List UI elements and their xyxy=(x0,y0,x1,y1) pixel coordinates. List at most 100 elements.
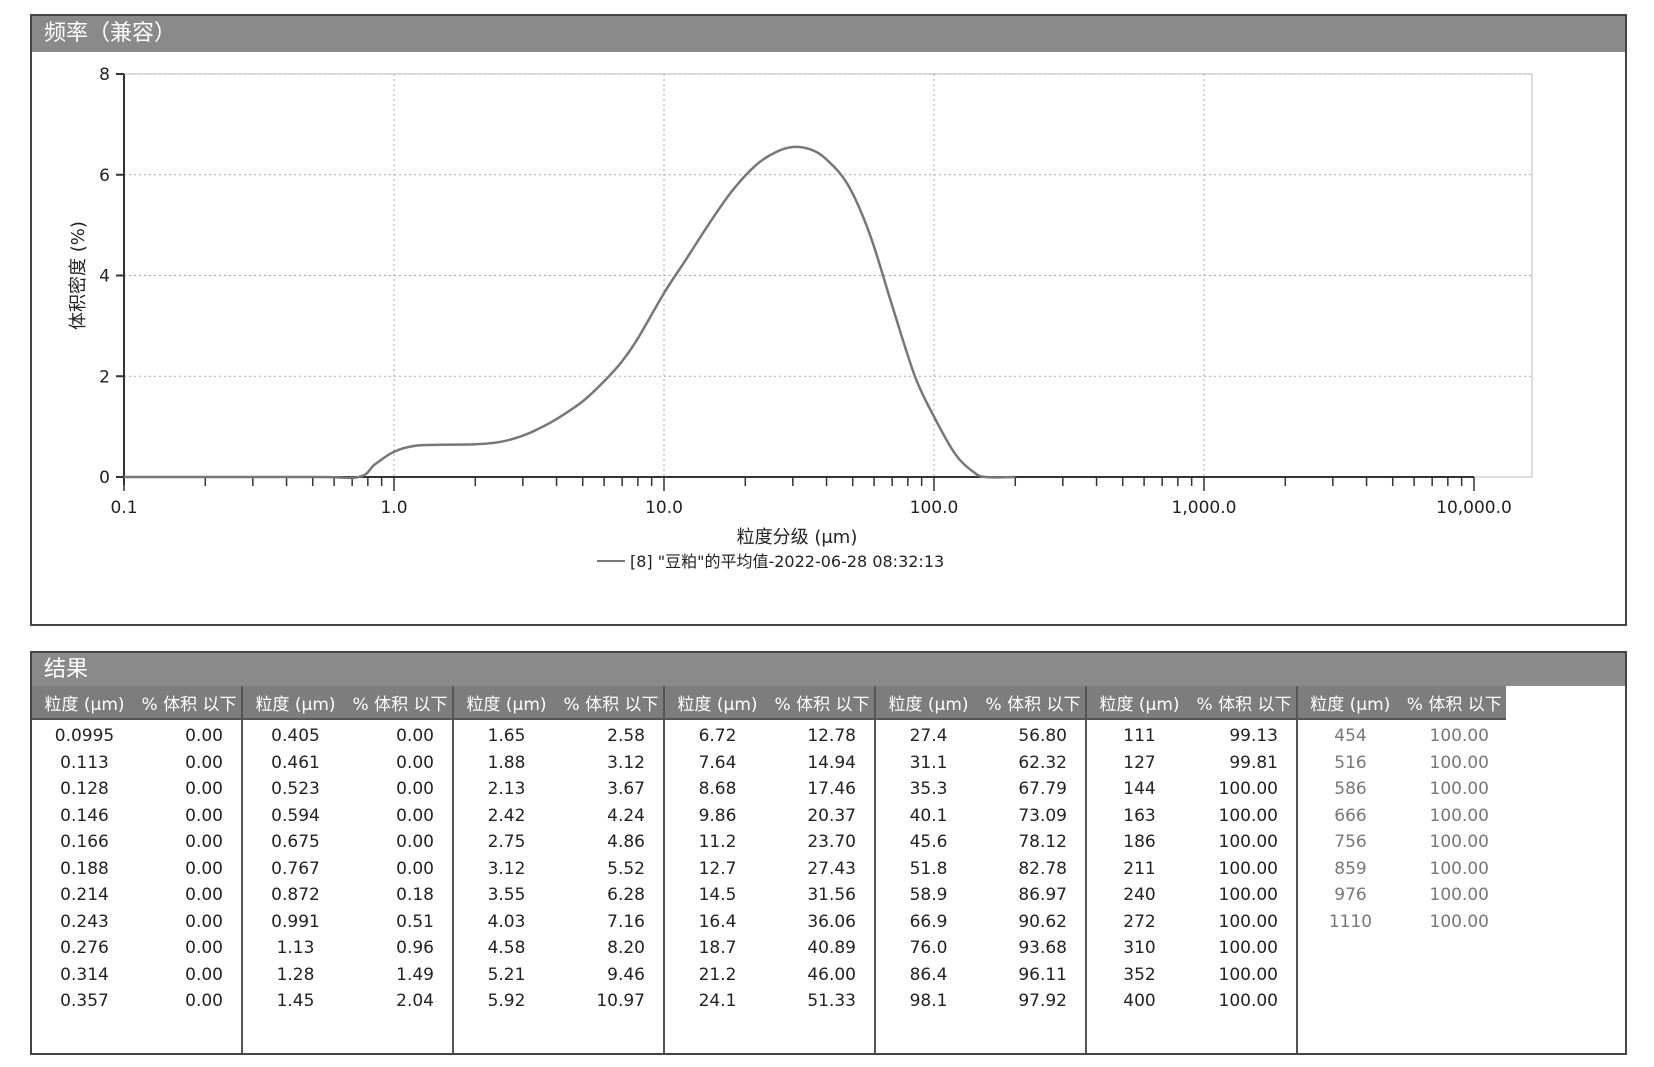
header-size: 粒度 (μm) xyxy=(888,694,969,715)
results-column-header: 粒度 (μm) % 体积 以下 xyxy=(243,686,452,720)
header-size: 粒度 (μm) xyxy=(677,694,758,715)
size-cell: 0.166 xyxy=(60,832,109,853)
table-row: 310 100.00 xyxy=(1087,935,1296,962)
size-cell: 0.872 xyxy=(271,885,320,906)
volume-below-cell: 100.00 xyxy=(1429,805,1489,826)
results-column: 粒度 (μm) % 体积 以下 27.4 56.80 31.1 62.32 35.3 67.7… xyxy=(876,686,1087,1053)
table-row: 0.991 0.51 xyxy=(243,909,452,936)
results-column-header: 粒度 (μm) % 体积 以下 xyxy=(1298,686,1506,720)
volume-below-cell: 73.09 xyxy=(1018,805,1067,826)
size-cell: 14.5 xyxy=(698,885,737,906)
volume-below-cell: 23.70 xyxy=(807,832,856,853)
table-row: 352 100.00 xyxy=(1087,962,1296,989)
volume-below-cell: 2.58 xyxy=(607,726,645,747)
table-row: 666 100.00 xyxy=(1298,803,1506,830)
volume-below-cell: 86.97 xyxy=(1018,885,1067,906)
table-row: 516 100.00 xyxy=(1298,750,1506,777)
volume-below-cell: 0.00 xyxy=(185,726,223,747)
size-cell: 0.0995 xyxy=(54,726,115,747)
table-row: 0.113 0.00 xyxy=(32,750,241,777)
size-cell: 0.188 xyxy=(60,858,109,879)
size-cell: 310 xyxy=(1123,938,1156,959)
volume-below-cell: 0.96 xyxy=(396,938,434,959)
size-cell: 24.1 xyxy=(698,991,737,1012)
table-row: 98.1 97.92 xyxy=(876,988,1085,1015)
table-row: 0.128 0.00 xyxy=(32,776,241,803)
table-row: 40.1 73.09 xyxy=(876,803,1085,830)
volume-below-cell: 14.94 xyxy=(807,752,856,773)
size-cell: 18.7 xyxy=(698,938,737,959)
volume-below-cell: 1.49 xyxy=(396,964,434,985)
volume-below-cell: 31.56 xyxy=(807,885,856,906)
table-row: 0.146 0.00 xyxy=(32,803,241,830)
table-row: 0.594 0.00 xyxy=(243,803,452,830)
table-row: 1.88 3.12 xyxy=(454,750,663,777)
size-cell: 186 xyxy=(1123,832,1156,853)
volume-below-cell: 20.37 xyxy=(807,805,856,826)
size-cell: 859 xyxy=(1334,858,1367,879)
size-cell: 1110 xyxy=(1328,911,1373,932)
volume-below-cell: 100.00 xyxy=(1429,726,1489,747)
size-cell: 27.4 xyxy=(909,726,948,747)
results-column-header: 粒度 (μm) % 体积 以下 xyxy=(32,686,241,720)
volume-below-cell: 10.97 xyxy=(596,991,645,1012)
table-row: 163 100.00 xyxy=(1087,803,1296,830)
table-row: 27.4 56.80 xyxy=(876,723,1085,750)
volume-below-cell: 46.00 xyxy=(807,964,856,985)
y-tick-label: 8 xyxy=(99,65,110,85)
size-cell: 45.6 xyxy=(909,832,948,853)
volume-below-cell: 36.06 xyxy=(807,911,856,932)
table-row: 127 99.81 xyxy=(1087,750,1296,777)
volume-below-cell: 0.00 xyxy=(185,885,223,906)
size-cell: 98.1 xyxy=(909,991,948,1012)
size-cell: 272 xyxy=(1123,911,1156,932)
volume-below-cell: 6.28 xyxy=(607,885,645,906)
chart-panel-title: 频率（兼容） xyxy=(32,16,1625,52)
size-cell: 0.214 xyxy=(60,885,109,906)
x-tick-label: 10,000.0 xyxy=(1436,498,1512,518)
size-cell: 4.58 xyxy=(487,938,526,959)
size-cell: 40.1 xyxy=(909,805,948,826)
header-size: 粒度 (μm) xyxy=(1310,694,1391,715)
volume-below-cell: 0.00 xyxy=(185,752,223,773)
size-cell: 1.88 xyxy=(487,752,526,773)
table-row: 35.3 67.79 xyxy=(876,776,1085,803)
x-axis-label: 粒度分级 (μm) xyxy=(737,527,858,548)
table-row: 51.8 82.78 xyxy=(876,856,1085,883)
size-cell: 1.65 xyxy=(487,726,526,747)
table-row: 16.4 36.06 xyxy=(665,909,874,936)
size-cell: 3.55 xyxy=(487,885,526,906)
volume-below-cell: 100.00 xyxy=(1429,885,1489,906)
table-row: 0.523 0.00 xyxy=(243,776,452,803)
y-tick-label: 4 xyxy=(99,267,110,287)
volume-below-cell: 5.52 xyxy=(607,858,645,879)
volume-below-cell: 67.79 xyxy=(1018,779,1067,800)
size-cell: 7.64 xyxy=(698,752,737,773)
results-column-header: 粒度 (μm) % 体积 以下 xyxy=(454,686,663,720)
table-row: 4.03 7.16 xyxy=(454,909,663,936)
size-cell: 454 xyxy=(1334,726,1367,747)
size-cell: 976 xyxy=(1334,885,1367,906)
size-cell: 66.9 xyxy=(909,911,948,932)
y-tick-label: 0 xyxy=(99,468,110,488)
size-cell: 1.45 xyxy=(276,991,315,1012)
volume-below-cell: 100.00 xyxy=(1218,885,1278,906)
table-row: 12.7 27.43 xyxy=(665,856,874,883)
volume-below-cell: 0.00 xyxy=(185,991,223,1012)
volume-below-cell: 2.04 xyxy=(396,991,434,1012)
size-cell: 2.42 xyxy=(487,805,526,826)
volume-below-cell: 0.00 xyxy=(396,726,434,747)
volume-below-cell: 0.00 xyxy=(396,752,434,773)
results-column: 粒度 (μm)% 体积 以下 1.65 2.58 1.88 3.12 2.13 3.67 2.… xyxy=(454,686,665,1053)
volume-below-cell: 78.12 xyxy=(1018,832,1067,853)
table-row: 111 99.13 xyxy=(1087,723,1296,750)
size-cell: 9.86 xyxy=(698,805,737,826)
volume-below-cell: 0.00 xyxy=(185,832,223,853)
x-tick-label: 1.0 xyxy=(380,498,407,518)
table-row: 31.1 62.32 xyxy=(876,750,1085,777)
size-cell: 58.9 xyxy=(909,885,948,906)
table-row: 0.276 0.00 xyxy=(32,935,241,962)
volume-below-cell: 100.00 xyxy=(1429,858,1489,879)
volume-below-cell: 100.00 xyxy=(1218,858,1278,879)
table-row: 0.214 0.00 xyxy=(32,882,241,909)
